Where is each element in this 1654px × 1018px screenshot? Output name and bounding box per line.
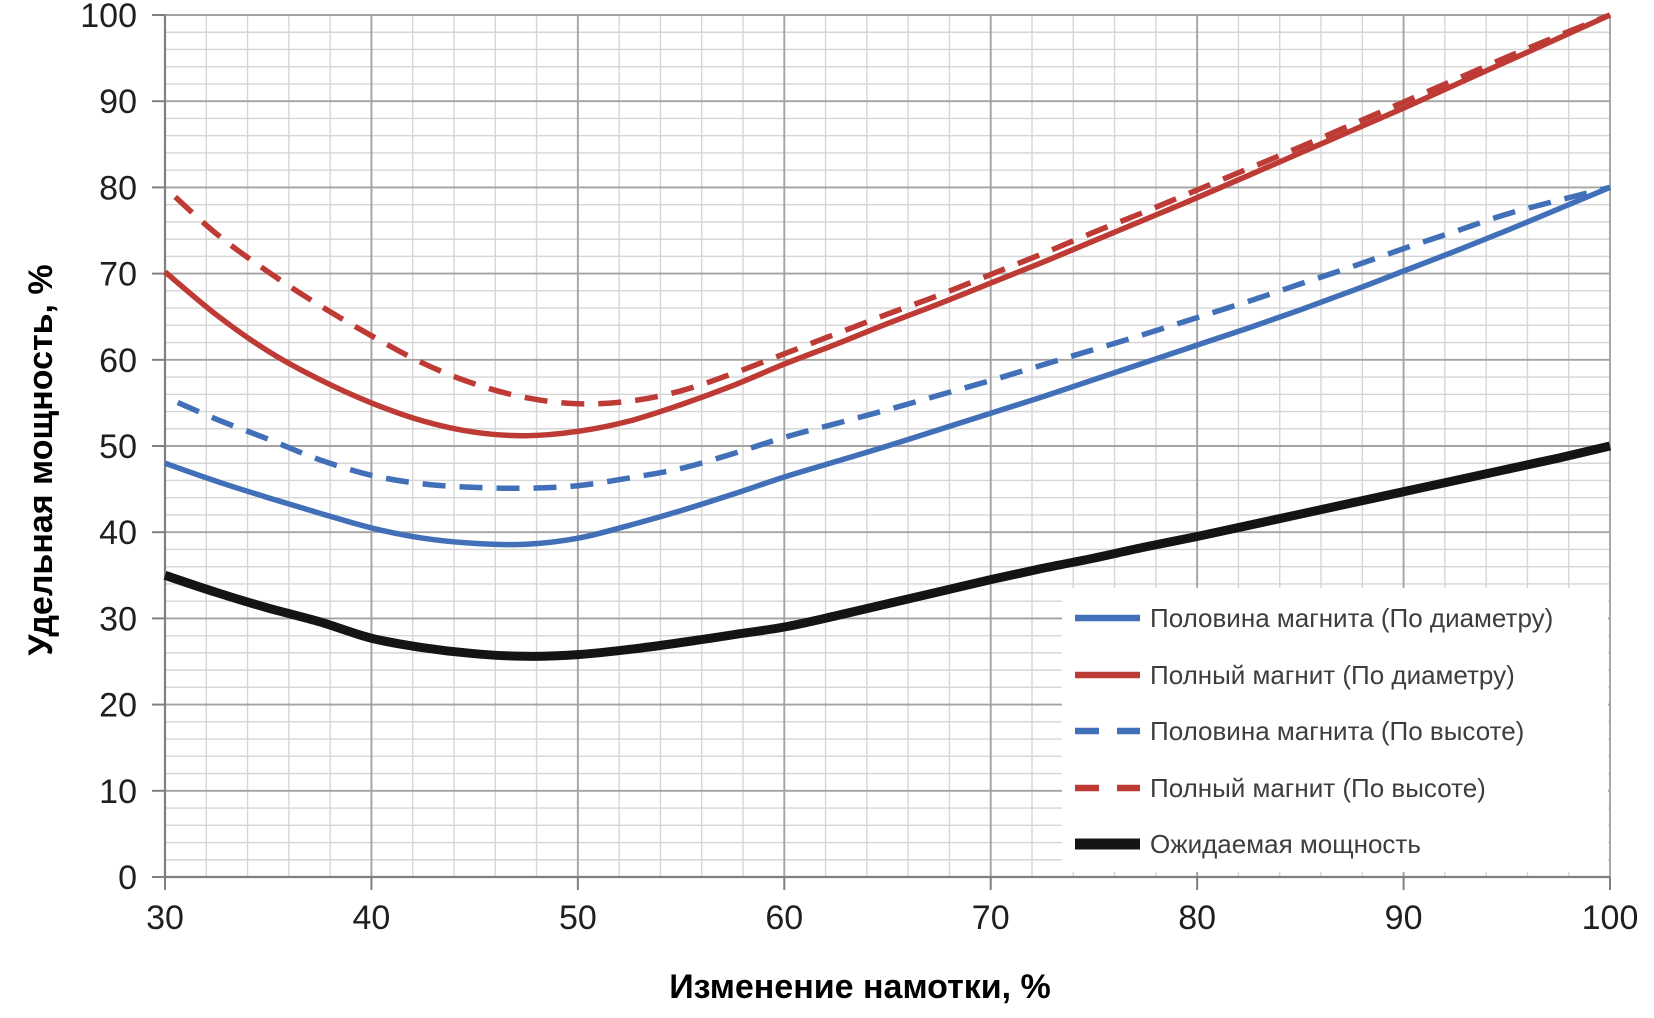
series-curve-4 bbox=[163, 441, 1612, 661]
tick-labels: 30 40 50 60 70 80 90 100 0 10 20 30 40 50 60 70 80 90 100 bbox=[80, 0, 1638, 937]
x-tick-label: 100 bbox=[1582, 899, 1639, 937]
x-tick-label: 90 bbox=[1385, 899, 1423, 937]
y-tick-label: 70 bbox=[99, 256, 137, 294]
x-tick-label: 80 bbox=[1178, 899, 1216, 937]
y-tick-label: 60 bbox=[99, 342, 137, 380]
y-tick-label: 80 bbox=[99, 169, 137, 207]
legend-label: Половина магнита (По диаметру) bbox=[1150, 603, 1553, 633]
legend-label: Ожидаемая мощность bbox=[1150, 829, 1421, 859]
x-axis-title: Изменение намотки, % bbox=[669, 968, 1051, 1006]
y-tick-label: 40 bbox=[99, 514, 137, 552]
series-curve-1 bbox=[163, 12, 1612, 439]
legend-label: Полный магнит (По высоте) bbox=[1150, 773, 1486, 803]
x-tick-label: 40 bbox=[353, 899, 391, 937]
legend-label: Полный магнит (По диаметру) bbox=[1150, 660, 1515, 690]
y-tick-label: 90 bbox=[99, 83, 137, 121]
legend-background bbox=[1062, 588, 1608, 872]
y-tick-label: 0 bbox=[118, 859, 137, 897]
y-axis-title: Удельная мощность, % bbox=[22, 264, 60, 655]
x-tick-label: 50 bbox=[559, 899, 597, 937]
series-curve-0 bbox=[164, 184, 1612, 548]
y-tick-label: 50 bbox=[99, 428, 137, 466]
y-tick-label: 20 bbox=[99, 687, 137, 725]
y-tick-label: 100 bbox=[80, 0, 137, 35]
series-curves bbox=[163, 12, 1612, 661]
y-tick-label: 10 bbox=[99, 773, 137, 811]
series-curve-2 bbox=[163, 184, 1611, 492]
x-tick-label: 60 bbox=[765, 899, 803, 937]
legend-label: Половина магнита (По высоте) bbox=[1150, 716, 1524, 746]
axes bbox=[152, 14, 1611, 890]
series-curve-3 bbox=[163, 12, 1612, 407]
legend: Половина магнита (По диаметру) Полный маг… bbox=[1062, 588, 1608, 872]
y-tick-label: 30 bbox=[99, 600, 137, 638]
x-tick-label: 30 bbox=[146, 899, 184, 937]
x-tick-label: 70 bbox=[972, 899, 1010, 937]
